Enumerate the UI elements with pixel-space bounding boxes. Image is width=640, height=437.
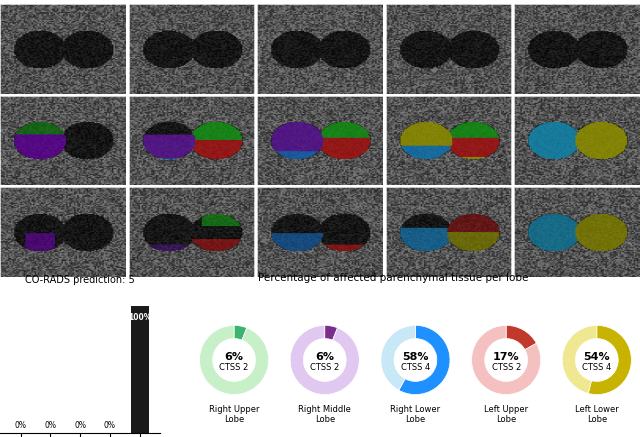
Text: 6%: 6% [316,351,334,361]
Wedge shape [588,326,632,395]
Wedge shape [563,326,597,393]
Title: CO-RADS prediction: 5: CO-RADS prediction: 5 [26,275,135,285]
Text: CTSS 2: CTSS 2 [492,363,521,372]
Text: 6%: 6% [225,351,244,361]
Text: 0%: 0% [45,421,56,430]
Text: 58%: 58% [402,351,429,361]
Wedge shape [506,326,536,350]
Text: CTSS 2: CTSS 2 [310,363,339,372]
Wedge shape [399,326,450,395]
Text: Percentage of affected parenchymal tissue per lobe: Percentage of affected parenchymal tissu… [259,273,529,283]
Wedge shape [200,326,269,395]
Text: CTSS 4: CTSS 4 [401,363,430,372]
Text: 0%: 0% [104,421,116,430]
Text: 17%: 17% [493,351,520,361]
Text: 0%: 0% [74,421,86,430]
Wedge shape [290,326,359,395]
X-axis label: Left Upper
Lobe: Left Upper Lobe [484,405,528,424]
Wedge shape [472,326,541,395]
Wedge shape [234,326,247,340]
Text: 100%: 100% [128,312,151,322]
Text: CTSS 4: CTSS 4 [582,363,611,372]
Text: 54%: 54% [584,351,610,361]
Bar [131,306,148,433]
Wedge shape [381,326,415,390]
Text: CTSS 2: CTSS 2 [220,363,249,372]
Wedge shape [324,326,337,340]
X-axis label: Right Middle
Lobe: Right Middle Lobe [298,405,351,424]
Text: 0%: 0% [15,421,27,430]
X-axis label: Left Lower
Lobe: Left Lower Lobe [575,405,619,424]
X-axis label: Right Upper
Lobe: Right Upper Lobe [209,405,259,424]
X-axis label: Right Lower
Lobe: Right Lower Lobe [390,405,440,424]
